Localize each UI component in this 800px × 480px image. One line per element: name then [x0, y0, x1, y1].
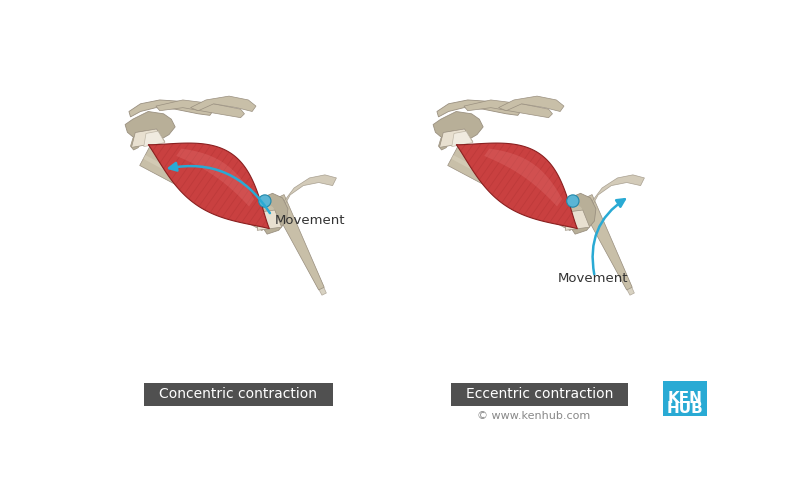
- Polygon shape: [582, 201, 634, 295]
- Polygon shape: [433, 111, 483, 142]
- Polygon shape: [131, 129, 165, 147]
- Polygon shape: [456, 143, 578, 229]
- Polygon shape: [274, 201, 326, 295]
- Polygon shape: [437, 100, 522, 117]
- Polygon shape: [130, 131, 146, 150]
- Ellipse shape: [570, 205, 584, 225]
- Polygon shape: [129, 100, 214, 117]
- Polygon shape: [451, 155, 576, 224]
- Polygon shape: [270, 194, 324, 290]
- Polygon shape: [148, 143, 270, 229]
- Polygon shape: [140, 146, 272, 230]
- Text: Eccentric contraction: Eccentric contraction: [466, 387, 613, 401]
- Text: © www.kenhub.com: © www.kenhub.com: [477, 411, 590, 420]
- Text: HUB: HUB: [666, 401, 703, 416]
- Ellipse shape: [262, 205, 276, 225]
- Polygon shape: [578, 194, 632, 290]
- Polygon shape: [590, 175, 645, 209]
- Polygon shape: [143, 155, 268, 224]
- Polygon shape: [484, 149, 562, 206]
- Polygon shape: [190, 96, 256, 111]
- Text: Movement: Movement: [275, 215, 346, 228]
- Polygon shape: [448, 146, 580, 230]
- Polygon shape: [438, 131, 454, 150]
- Text: KEN: KEN: [667, 391, 702, 406]
- Text: Concentric contraction: Concentric contraction: [159, 387, 318, 401]
- Polygon shape: [282, 175, 337, 209]
- Ellipse shape: [566, 195, 579, 207]
- Polygon shape: [439, 129, 473, 147]
- Ellipse shape: [258, 195, 271, 207]
- Polygon shape: [125, 111, 175, 142]
- FancyBboxPatch shape: [144, 383, 333, 406]
- Text: Movement: Movement: [558, 272, 628, 285]
- Polygon shape: [257, 193, 288, 234]
- Polygon shape: [452, 131, 473, 146]
- Polygon shape: [156, 100, 245, 118]
- Polygon shape: [464, 100, 553, 118]
- Polygon shape: [144, 131, 165, 146]
- Polygon shape: [565, 193, 596, 234]
- Polygon shape: [566, 210, 590, 230]
- FancyBboxPatch shape: [662, 381, 707, 417]
- FancyBboxPatch shape: [451, 383, 628, 406]
- Polygon shape: [176, 149, 254, 206]
- Polygon shape: [258, 210, 282, 230]
- Polygon shape: [498, 96, 564, 111]
